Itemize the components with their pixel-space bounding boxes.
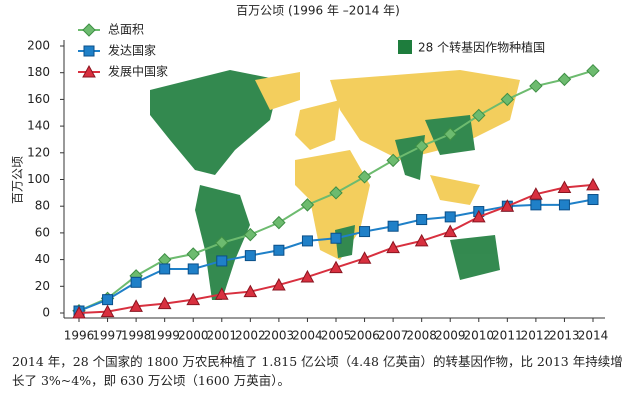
marker: [386, 153, 400, 168]
x-tick-label: 2002: [235, 329, 266, 343]
x-tick-label: 2010: [464, 329, 495, 343]
marker: [215, 236, 229, 250]
marker: [102, 294, 114, 306]
marker: [244, 250, 256, 262]
marker: [186, 247, 200, 261]
marker: [72, 305, 86, 319]
x-tick-label: 1998: [121, 329, 152, 343]
marker: [243, 227, 258, 242]
marker: [529, 187, 543, 200]
marker: [130, 276, 142, 288]
marker: [386, 240, 400, 254]
x-tick-label: 2006: [349, 329, 380, 343]
marker: [472, 108, 486, 123]
legend-label: 总面积: [108, 23, 144, 37]
x-tick-label: 2007: [378, 329, 409, 343]
marker: [414, 233, 429, 247]
map-legend-swatch: [398, 40, 412, 54]
x-tick-label: 1996: [64, 329, 95, 343]
marker: [329, 186, 343, 200]
y-tick-label: 40: [35, 252, 50, 266]
legend-label: 发达国家: [108, 43, 156, 58]
marker: [329, 260, 343, 274]
y-tick-label: 140: [27, 119, 50, 133]
x-tick-label: 1997: [92, 329, 123, 343]
marker: [530, 199, 542, 211]
x-tick-label: 2000: [178, 329, 209, 343]
marker: [243, 284, 258, 298]
marker: [300, 269, 315, 283]
y-tick-label: 80: [35, 199, 50, 213]
marker: [500, 199, 515, 212]
marker: [216, 255, 228, 267]
legend-label: 发展中国家: [108, 64, 168, 79]
marker: [529, 79, 543, 93]
x-tick-label: 2009: [435, 329, 466, 343]
marker: [500, 92, 515, 107]
marker: [301, 235, 313, 247]
x-tick-label: 2001: [207, 329, 238, 343]
y-tick-label: 20: [35, 279, 50, 293]
marker: [159, 263, 171, 275]
y-tick-label: 100: [27, 172, 50, 186]
marker: [414, 139, 429, 153]
chart: 百万公顷 (1996 年 –2014 年) 百万公顷 28 个转基因作物种植国 …: [11, 4, 609, 343]
marker: [558, 199, 570, 211]
marker: [187, 263, 199, 275]
caption: 2014 年，28 个国家的 1800 万农民种植了 1.815 亿公顷（4.4…: [12, 354, 623, 388]
x-tick-label: 1999: [149, 329, 180, 343]
y-tick-label: 60: [35, 225, 50, 239]
marker: [186, 292, 201, 306]
marker: [82, 23, 96, 37]
y-tick-label: 200: [27, 39, 50, 53]
marker: [357, 251, 372, 264]
chart-title: 百万公顷 (1996 年 –2014 年): [236, 4, 400, 18]
marker: [82, 64, 96, 78]
marker: [443, 127, 457, 141]
x-tick-label: 2013: [549, 329, 580, 343]
marker: [387, 220, 399, 232]
y-tick-label: 120: [27, 145, 50, 159]
marker: [416, 214, 428, 226]
marker: [443, 224, 458, 238]
x-tick-label: 2014: [578, 329, 609, 343]
marker: [557, 72, 572, 87]
y-axis-label: 百万公顷: [11, 156, 25, 204]
marker: [587, 194, 599, 206]
marker: [272, 215, 286, 230]
x-tick-label: 2008: [406, 329, 437, 343]
x-tick-label: 2005: [321, 329, 352, 343]
x-tick-label: 2004: [292, 329, 323, 343]
marker: [300, 198, 315, 212]
marker: [330, 232, 342, 244]
marker: [83, 45, 95, 57]
marker: [471, 209, 486, 223]
marker: [129, 299, 143, 312]
marker: [272, 277, 286, 291]
x-tick-label: 2012: [521, 329, 552, 343]
marker: [586, 177, 600, 191]
x-tick-label: 2011: [492, 329, 523, 343]
y-tick-label: 0: [42, 306, 50, 320]
marker: [214, 287, 229, 300]
marker: [100, 304, 115, 318]
marker: [586, 63, 600, 78]
marker: [359, 226, 371, 238]
y-tick-label: 160: [27, 92, 50, 106]
world-map: [150, 70, 520, 300]
marker: [273, 244, 285, 256]
x-tick-label: 2003: [264, 329, 295, 343]
y-tick-label: 180: [27, 65, 50, 79]
map-legend-label: 28 个转基因作物种植国: [418, 40, 545, 55]
marker: [357, 170, 372, 184]
marker: [157, 296, 172, 310]
marker: [444, 211, 456, 223]
marker: [557, 180, 572, 194]
